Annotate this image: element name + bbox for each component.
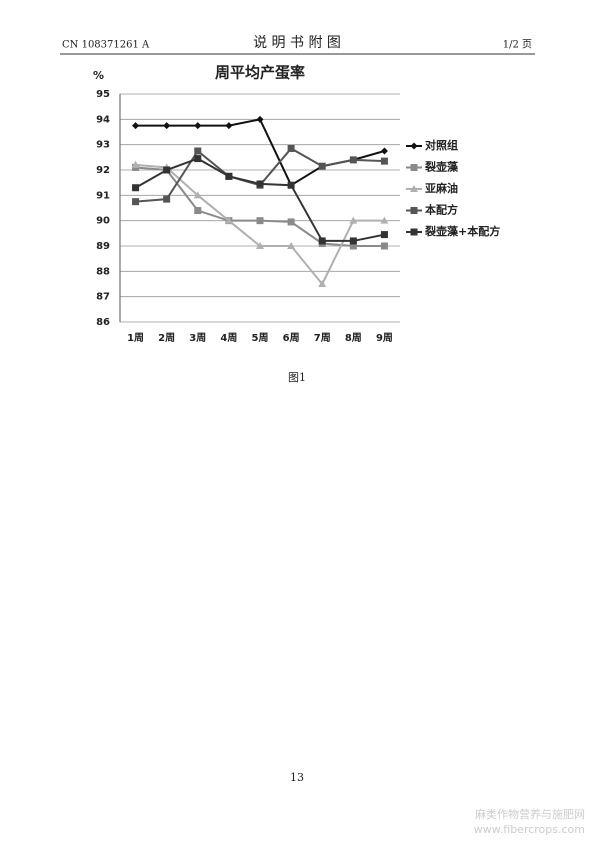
x-tick-label: 6周 [283, 332, 300, 344]
point [256, 115, 264, 123]
y-tick-label: 87 [96, 292, 110, 303]
y-tick-label: 88 [96, 266, 110, 277]
point [318, 280, 327, 287]
x-tick-label: 9周 [376, 332, 393, 344]
point [380, 147, 388, 155]
y-tick-label: 93 [96, 140, 110, 151]
series-line [135, 147, 385, 203]
point [224, 216, 233, 224]
page-number: 13 [290, 771, 304, 784]
y-tick-label: 86 [96, 317, 110, 328]
point [163, 166, 171, 174]
x-tick-label: 4周 [220, 332, 237, 344]
legend-label: 本配方 [425, 203, 458, 217]
x-tick-label: 5周 [252, 332, 269, 344]
x-tick-label: 1周 [127, 332, 144, 344]
point [193, 191, 202, 199]
legend-label: 裂壶藻 [424, 160, 459, 174]
legend-label: 对照组 [425, 138, 458, 152]
point [256, 180, 264, 188]
y-tick-label: 95 [96, 89, 110, 100]
point [410, 164, 418, 171]
point [287, 144, 295, 152]
series-line [135, 157, 385, 242]
point [132, 122, 140, 130]
watermark-site: 麻类作物营养与施肥网 [475, 807, 585, 821]
y-tick-label: 91 [96, 190, 110, 201]
point [287, 181, 295, 189]
y-axis-label: % [93, 69, 104, 82]
series-line [135, 118, 385, 187]
point [287, 242, 296, 249]
point [132, 198, 140, 206]
point [410, 185, 418, 192]
point [194, 155, 202, 163]
point [194, 122, 202, 130]
x-tick-label: 3周 [189, 332, 206, 344]
point [225, 122, 233, 130]
x-tick-label: 2周 [158, 332, 175, 344]
point [163, 195, 171, 203]
caption: 图1 [288, 371, 306, 384]
point [349, 237, 357, 245]
y-tick-label: 89 [96, 241, 110, 252]
point [318, 162, 326, 170]
x-tick-label: 8周 [345, 332, 362, 344]
point [225, 172, 233, 180]
y-tick-label: 92 [96, 165, 110, 176]
doc-number: CN 108371261 A [62, 40, 150, 51]
point [380, 216, 389, 224]
page-ref: 1/2 页 [503, 39, 532, 51]
point [318, 237, 326, 245]
point [349, 156, 357, 164]
chart-title: 周平均产蛋率 [215, 64, 305, 82]
point [131, 160, 140, 168]
point [256, 242, 264, 249]
point [194, 147, 202, 155]
x-tick-label: 7周 [314, 332, 331, 344]
point [163, 122, 171, 130]
point [132, 184, 140, 192]
y-tick-label: 90 [96, 216, 110, 227]
point [349, 242, 357, 250]
point [410, 207, 418, 214]
point [380, 157, 388, 165]
point [410, 228, 418, 236]
y-tick-label: 94 [96, 114, 110, 125]
point [194, 207, 202, 215]
point [380, 231, 388, 239]
doc-title: 说 明 书 附 图 [253, 35, 341, 51]
point [287, 218, 295, 226]
legend-label: 亚麻油 [425, 181, 458, 195]
point [410, 142, 418, 150]
watermark-url: www.fibercrops.com [474, 823, 585, 836]
point [349, 216, 358, 224]
legend-label: 裂壶藻+本配方 [424, 224, 500, 238]
point [256, 217, 264, 225]
point [380, 242, 388, 250]
